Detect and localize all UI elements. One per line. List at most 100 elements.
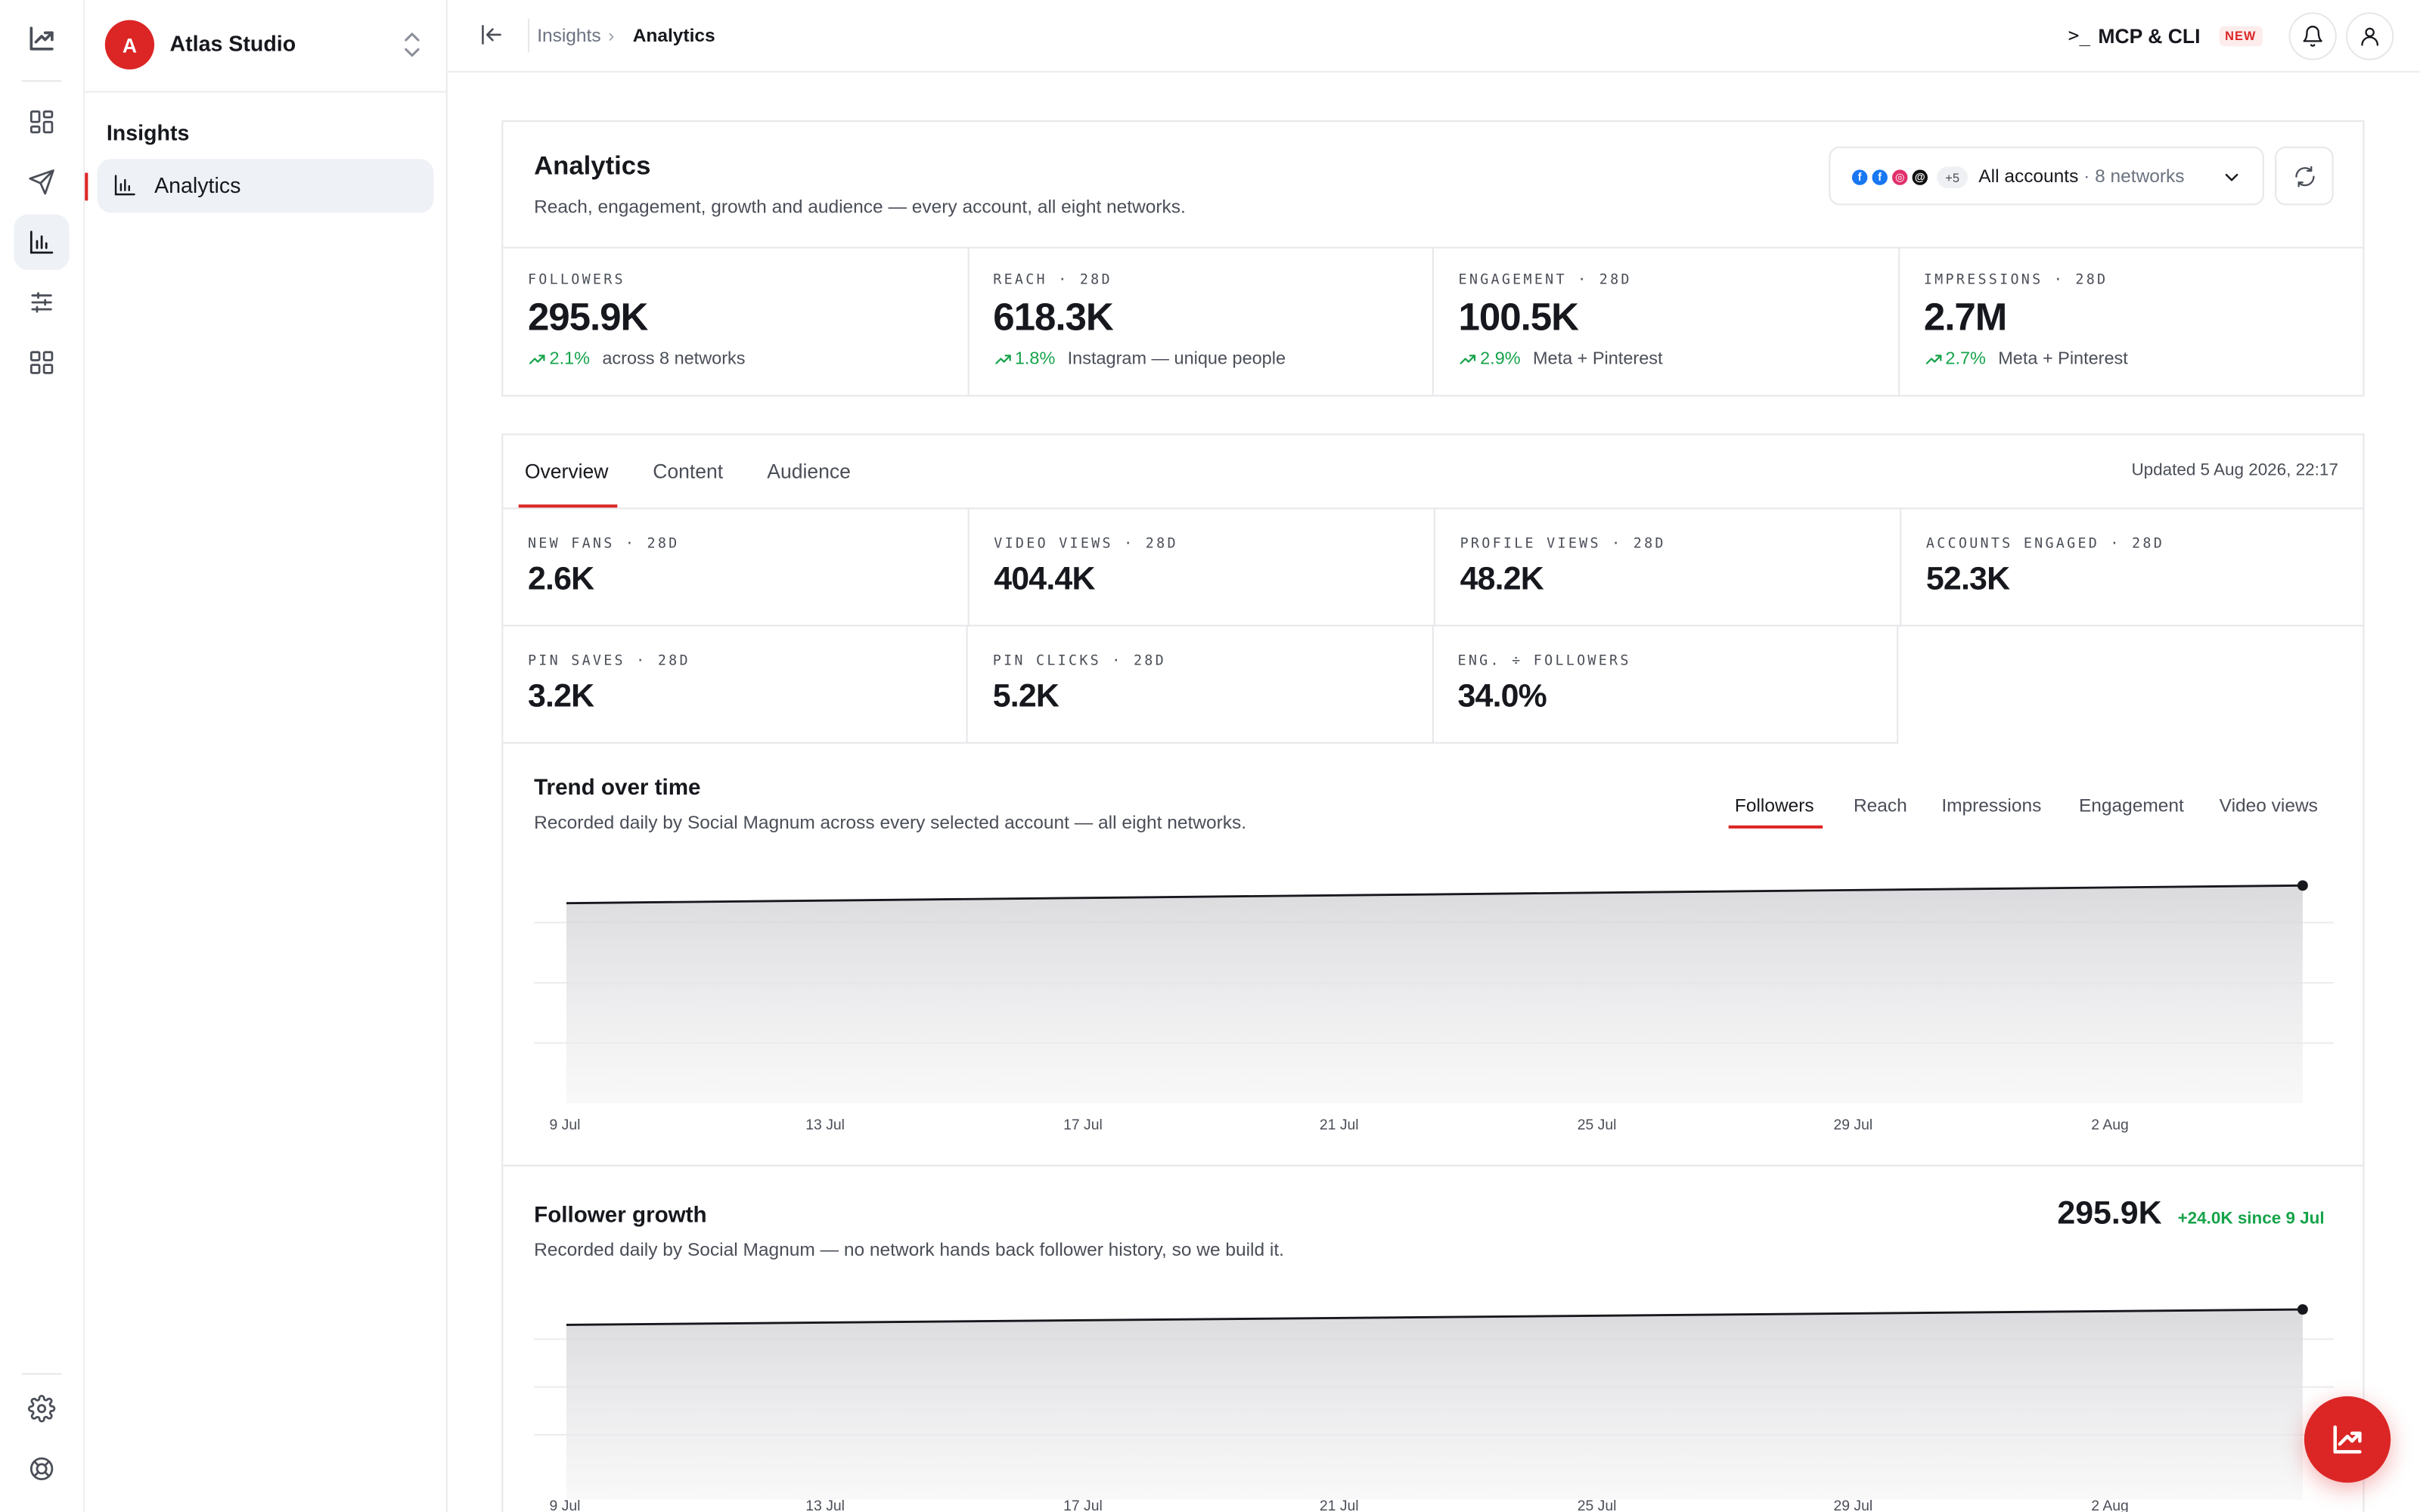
x-tick-label: 2 Aug — [2091, 1498, 2129, 1512]
x-tick-label: 2 Aug — [2091, 1117, 2129, 1133]
x-tick-label: 21 Jul — [1320, 1117, 1359, 1133]
metric-value: 3.2K — [527, 678, 594, 714]
x-tick-label: 29 Jul — [1833, 1498, 1872, 1512]
sidebar-section-title: Insights — [106, 120, 190, 145]
growth-title: Follower growth — [534, 1203, 707, 1228]
sidebar-item-analytics[interactable]: Analytics — [97, 159, 434, 213]
kpi-value: 295.9K — [527, 296, 648, 339]
top-header: Insights › Analytics >_ MCP & CLI NEW — [447, 0, 2420, 73]
notifications-button[interactable] — [2288, 12, 2337, 60]
metric-accounts-engaged: ACCOUNTS ENGAGED · 28D 52.3K — [1901, 509, 2363, 627]
account-selector[interactable]: f f ◎ @ +5 All accounts · 8 networks — [1829, 146, 2264, 206]
kpi-note: Instagram — unique people — [1067, 350, 1286, 369]
growth-chart: 9 Jul 13 Jul 17 Jul 21 Jul 25 Jul 29 Jul 2 Aug — [503, 1304, 2363, 1512]
x-tick-label: 9 Jul — [550, 1117, 581, 1133]
kpi-delta: 2.1% across 8 networks — [528, 350, 746, 369]
series-line — [566, 1308, 2303, 1326]
metric-tab-engagement[interactable]: Engagement — [2078, 795, 2184, 816]
kpi-label: ENGAGEMENT · 28D — [1458, 273, 1632, 289]
header-divider — [527, 18, 529, 53]
metric-tab-reach[interactable]: Reach — [1854, 795, 1907, 816]
apps-icon[interactable] — [14, 335, 69, 390]
x-tick-label: 25 Jul — [1578, 1117, 1617, 1133]
analytics-icon[interactable] — [14, 214, 70, 271]
icon-rail — [0, 0, 85, 1512]
chart-svg: 9 Jul 13 Jul 17 Jul 21 Jul 25 Jul 29 Jul 2 Aug — [534, 880, 2334, 1133]
logo-trend-icon[interactable] — [14, 11, 69, 66]
send-icon[interactable] — [14, 154, 69, 209]
analytics-summary-card: Analytics Reach, engagement, growth and … — [501, 120, 2365, 397]
floating-action-button[interactable] — [2304, 1396, 2391, 1483]
view-tabs: Overview Content Audience Updated 5 Aug … — [503, 435, 2363, 510]
kpi-note: Meta + Pinterest — [1998, 350, 2128, 369]
metric-label: PIN CLICKS · 28D — [992, 654, 1166, 670]
workspace-switcher[interactable]: A Atlas Studio — [85, 0, 448, 93]
bell-icon — [2303, 26, 2322, 47]
mcp-cli-label: MCP & CLI — [2098, 23, 2201, 48]
kpi-label: IMPRESSIONS · 28D — [1923, 273, 2108, 289]
overview-card: Overview Content Audience Updated 5 Aug … — [501, 433, 2365, 1512]
metric-tab-followers[interactable]: Followers — [1734, 795, 1814, 816]
kpi-delta-value: 2.7% — [1945, 350, 1986, 369]
chart-svg: 9 Jul 13 Jul 17 Jul 21 Jul 25 Jul 29 Jul 2 Aug — [534, 1304, 2334, 1512]
metric-label: ENG. ÷ FOLLOWERS — [1457, 654, 1631, 670]
growth-subtitle: Recorded daily by Social Magnum — no net… — [534, 1238, 1284, 1261]
tab-audience[interactable]: Audience — [767, 460, 851, 483]
metric-label: ACCOUNTS ENGAGED · 28D — [1925, 537, 2165, 553]
rail-divider-bottom — [21, 1373, 62, 1375]
facebook-icon: f — [1848, 166, 1871, 188]
x-tick-label: 13 Jul — [805, 1117, 845, 1133]
x-tick-label: 13 Jul — [805, 1498, 845, 1512]
metric-profile-views: PROFILE VIEWS · 28D 48.2K — [1435, 509, 1902, 627]
facebook-icon: f — [1869, 166, 1891, 188]
x-tick-label: 9 Jul — [550, 1498, 581, 1512]
sliders-icon[interactable] — [14, 274, 69, 330]
breadcrumb-insights[interactable]: Insights — [537, 24, 601, 47]
tab-overview[interactable]: Overview — [524, 460, 609, 483]
metrics-row-1: NEW FANS · 28D 2.6K VIDEO VIEWS · 28D 40… — [503, 509, 2363, 627]
active-metric-underline — [1728, 825, 1823, 829]
kpi-value: 618.3K — [993, 296, 1113, 339]
new-badge: NEW — [2219, 25, 2263, 46]
metric-tab-impressions[interactable]: Impressions — [1941, 795, 2042, 816]
mcp-cli-button[interactable]: >_ MCP & CLI NEW — [2068, 22, 2263, 50]
metric-value: 48.2K — [1460, 561, 1544, 597]
refresh-button[interactable] — [2275, 146, 2334, 206]
active-tab-underline — [518, 504, 618, 508]
account-selector-label: All accounts · 8 networks — [1978, 165, 2184, 187]
dashboard-icon[interactable] — [14, 94, 69, 149]
kpi-reach: REACH · 28D 618.3K 1.8% Instagram — uniq… — [969, 248, 1434, 397]
breadcrumb-analytics: Analytics — [632, 24, 715, 47]
kpi-label: REACH · 28D — [993, 273, 1112, 289]
terminal-icon: >_ — [2068, 24, 2091, 47]
metric-label: NEW FANS · 28D — [527, 537, 680, 553]
trend-chart-icon — [2333, 1425, 2362, 1454]
metric-tab-video-views[interactable]: Video views — [2219, 795, 2318, 816]
trend-up-icon — [994, 355, 1010, 364]
more-networks-count: +5 — [1937, 166, 1969, 188]
metric-empty-cell — [1898, 627, 2363, 744]
workspace-name: Atlas Studio — [169, 30, 296, 56]
trend-chart: 9 Jul 13 Jul 17 Jul 21 Jul 25 Jul 29 Jul 2 Aug — [503, 880, 2363, 1145]
metric-pin-saves: PIN SAVES · 28D 3.2K — [503, 626, 969, 744]
collapse-sidebar-icon[interactable] — [479, 22, 505, 48]
account-selector-value: All accounts — [1978, 165, 2079, 187]
metric-value: 2.6K — [527, 561, 594, 597]
workspace-avatar: A — [104, 20, 155, 70]
kpi-delta-value: 1.8% — [1014, 350, 1056, 369]
section-divider — [503, 1164, 2363, 1167]
chevron-down-icon — [2225, 173, 2238, 181]
help-lifebuoy-icon[interactable] — [14, 1441, 69, 1496]
metric-label: PROFILE VIEWS · 28D — [1460, 537, 1666, 553]
sidebar-item-label: Analytics — [154, 172, 241, 198]
account-button[interactable] — [2346, 12, 2394, 60]
kpi-value: 100.5K — [1458, 296, 1579, 339]
tab-content[interactable]: Content — [653, 460, 724, 483]
x-tick-label: 21 Jul — [1320, 1498, 1359, 1512]
kpi-delta: 1.8% Instagram — unique people — [993, 350, 1286, 369]
refresh-icon — [2294, 165, 2314, 187]
x-tick-label: 17 Jul — [1063, 1498, 1103, 1512]
gear-icon[interactable] — [14, 1381, 69, 1436]
user-icon — [2361, 27, 2379, 46]
